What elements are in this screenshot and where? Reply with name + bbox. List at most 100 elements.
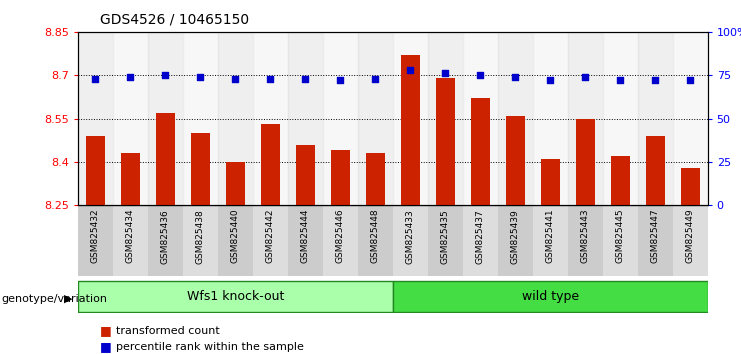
Text: GSM825437: GSM825437 <box>476 209 485 264</box>
Point <box>369 76 381 81</box>
Bar <box>226 162 245 205</box>
Bar <box>645 136 665 205</box>
Point <box>474 73 486 78</box>
Text: GSM825432: GSM825432 <box>91 209 100 263</box>
Bar <box>147 32 183 205</box>
Point <box>439 71 451 76</box>
Point <box>334 78 346 83</box>
Bar <box>568 205 602 276</box>
Bar <box>183 32 218 205</box>
Text: genotype/variation: genotype/variation <box>1 294 107 304</box>
Text: ■: ■ <box>100 325 112 337</box>
Bar <box>638 32 673 205</box>
Bar <box>86 136 105 205</box>
Point <box>684 78 696 83</box>
Bar <box>253 32 288 205</box>
Bar <box>218 32 253 205</box>
Bar <box>611 156 630 205</box>
Text: GSM825447: GSM825447 <box>651 209 659 263</box>
Point <box>614 78 626 83</box>
Text: GSM825436: GSM825436 <box>161 209 170 264</box>
Bar <box>471 98 490 205</box>
Point <box>299 76 311 81</box>
Point <box>194 74 206 80</box>
Bar <box>436 78 455 205</box>
Text: GSM825445: GSM825445 <box>616 209 625 263</box>
Point <box>405 67 416 73</box>
Bar <box>156 113 175 205</box>
Text: GDS4526 / 10465150: GDS4526 / 10465150 <box>100 12 249 27</box>
Point <box>579 74 591 80</box>
Bar <box>401 55 420 205</box>
Bar <box>533 205 568 276</box>
Text: wild type: wild type <box>522 290 579 303</box>
Bar <box>358 205 393 276</box>
Bar <box>462 205 498 276</box>
Bar <box>602 32 638 205</box>
Bar <box>296 144 315 205</box>
Point <box>509 74 521 80</box>
Bar <box>183 205 218 276</box>
Bar <box>323 205 358 276</box>
Bar <box>358 32 393 205</box>
Bar <box>673 32 708 205</box>
Bar <box>638 205 673 276</box>
Bar <box>330 150 350 205</box>
Point <box>649 78 661 83</box>
Text: ■: ■ <box>100 341 112 353</box>
Bar <box>190 133 210 205</box>
Text: GSM825435: GSM825435 <box>441 209 450 264</box>
Point <box>124 74 136 80</box>
Bar <box>541 159 559 205</box>
Bar <box>288 32 323 205</box>
Bar <box>218 205 253 276</box>
Bar <box>505 116 525 205</box>
Text: GSM825443: GSM825443 <box>581 209 590 263</box>
Bar <box>393 281 708 312</box>
Bar <box>288 205 323 276</box>
Bar <box>323 32 358 205</box>
Bar <box>393 205 428 276</box>
Point <box>159 73 171 78</box>
Text: percentile rank within the sample: percentile rank within the sample <box>116 342 305 352</box>
Bar <box>113 205 147 276</box>
Bar <box>261 124 280 205</box>
Bar <box>462 32 498 205</box>
Bar <box>498 32 533 205</box>
Text: GSM825441: GSM825441 <box>545 209 555 263</box>
Bar <box>393 32 428 205</box>
Bar <box>673 205 708 276</box>
Point <box>265 76 276 81</box>
Point <box>544 78 556 83</box>
Bar <box>602 205 638 276</box>
Bar <box>576 119 595 205</box>
Bar <box>78 281 393 312</box>
Bar <box>113 32 147 205</box>
Bar <box>121 153 140 205</box>
Bar <box>533 32 568 205</box>
Text: GSM825442: GSM825442 <box>266 209 275 263</box>
Bar <box>568 32 602 205</box>
Bar <box>147 205 183 276</box>
Bar <box>78 205 113 276</box>
Text: Wfs1 knock-out: Wfs1 knock-out <box>187 290 284 303</box>
Text: GSM825438: GSM825438 <box>196 209 205 264</box>
Bar <box>428 32 462 205</box>
Point <box>229 76 241 81</box>
Text: GSM825446: GSM825446 <box>336 209 345 263</box>
Text: GSM825440: GSM825440 <box>230 209 240 263</box>
Text: GSM825439: GSM825439 <box>511 209 519 264</box>
Bar <box>78 32 113 205</box>
Bar <box>253 205 288 276</box>
Point <box>90 76 102 81</box>
Bar <box>428 205 462 276</box>
Text: GSM825449: GSM825449 <box>685 209 694 263</box>
Text: GSM825444: GSM825444 <box>301 209 310 263</box>
Text: ▶: ▶ <box>64 294 73 304</box>
Bar <box>498 205 533 276</box>
Bar <box>680 168 700 205</box>
Text: transformed count: transformed count <box>116 326 220 336</box>
Text: GSM825448: GSM825448 <box>370 209 379 263</box>
Text: GSM825434: GSM825434 <box>126 209 135 263</box>
Text: GSM825433: GSM825433 <box>406 209 415 264</box>
